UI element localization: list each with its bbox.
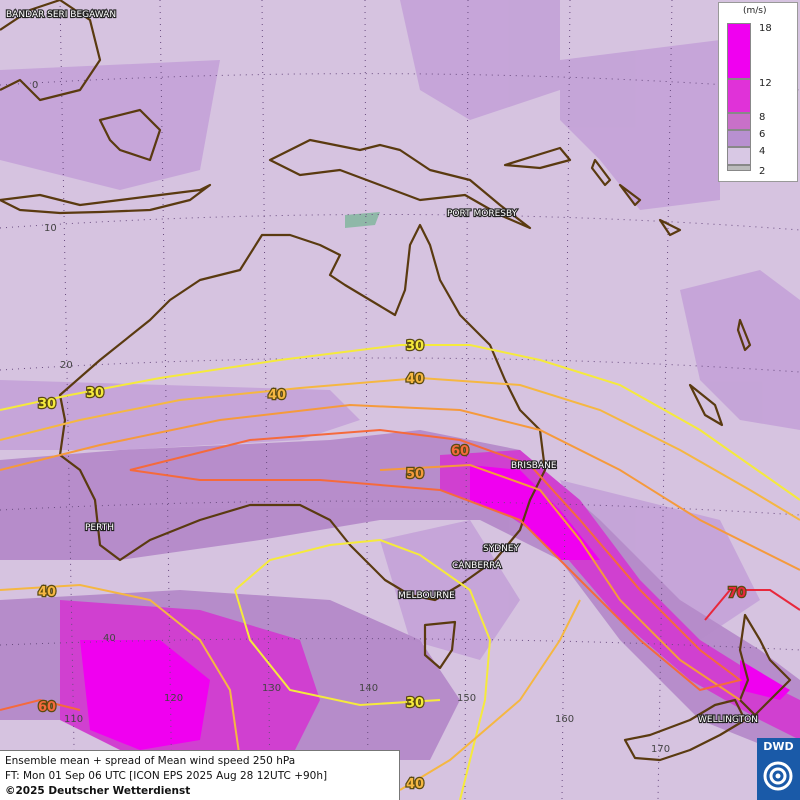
contour-label-30: 30 (406, 696, 424, 711)
lon-label: 120 (164, 693, 183, 704)
new-guinea-coast (268, 138, 532, 230)
lon-label: 110 (64, 714, 83, 725)
contour-label-40: 40 (406, 372, 424, 387)
contour-labels: 30 30 30 30 40 40 40 40 50 60 60 70 (37, 338, 748, 794)
legend-swatch-4-6 (727, 130, 751, 147)
contour-30-south (234, 538, 492, 800)
coastlines (0, 0, 792, 762)
contour-label-30: 30 (38, 397, 56, 412)
legend-unit-label: (m/s) (743, 6, 767, 16)
contour-label-30: 30 (86, 386, 104, 401)
contour-40-north (0, 376, 800, 521)
city-label-melbourne: MELBOURNE (398, 591, 455, 601)
contour-label-60: 60 (38, 700, 56, 715)
legend-swatch-12-18 (727, 23, 751, 79)
legend-tick: 12 (759, 78, 772, 89)
dwd-logo: DWD (757, 738, 800, 800)
contour-label-40: 40 (38, 585, 56, 600)
contour-30-north (0, 344, 800, 501)
legend-tick: 6 (759, 129, 766, 140)
dwd-logo-text: DWD (763, 740, 794, 753)
contour-50 (0, 403, 800, 571)
contour-label-40: 40 (268, 388, 286, 403)
legend-swatch-8-12 (727, 79, 751, 113)
spread-shading-level-18 (80, 465, 790, 750)
city-label-port-moresby: PORT MORESBY (447, 209, 518, 219)
city-label-wellington: WELLINGTON (698, 715, 758, 725)
tasmania-coast (423, 620, 457, 670)
city-label-canberra: CANBERRA (452, 561, 502, 571)
contour-label-50: 50 (406, 467, 424, 482)
shallow-sea-patch (345, 212, 380, 228)
contour-label-60: 60 (451, 444, 469, 459)
lon-label: 170 (651, 744, 670, 755)
contour-40-south-2 (399, 599, 581, 791)
legend-swatch-6-8 (727, 113, 751, 130)
swirl-icon (763, 761, 793, 791)
legend-tick: 18 (759, 23, 772, 34)
city-label-sydney: SYDNEY (483, 544, 520, 554)
contour-label-30: 30 (406, 339, 424, 354)
contour-label-40: 40 (406, 777, 424, 792)
legend-swatch-below-2 (727, 165, 751, 171)
color-legend: (m/s) 18 12 8 6 4 2 (718, 2, 798, 182)
lon-label: 130 (262, 683, 281, 694)
grid-labels: 0 10 20 40 110 120 130 140 150 160 170 (32, 80, 670, 755)
legend-swatch-2-4 (727, 147, 751, 165)
lat-label: 0 (32, 80, 38, 91)
new-zealand-south-coast (623, 698, 747, 762)
australia-coast (58, 223, 547, 602)
contour-60-south (0, 698, 81, 711)
forecast-time: FT: Mon 01 Sep 06 UTC [ICON EPS 2025 Aug… (5, 770, 328, 782)
product-title: Ensemble mean + spread of Mean wind spee… (5, 755, 296, 767)
lon-label: 140 (359, 683, 378, 694)
new-zealand-north-coast (738, 613, 792, 717)
lon-label: 150 (457, 693, 476, 704)
legend-tick: 2 (759, 166, 766, 177)
city-label-perth: PERTH (85, 523, 114, 533)
info-box: Ensemble mean + spread of Mean wind spee… (0, 750, 400, 800)
copyright: ©2025 Deutscher Wetterdienst (5, 785, 191, 797)
borneo-coast (0, 0, 102, 102)
city-label-brisbane: BRISBANE (511, 461, 557, 471)
legend-tick: 8 (759, 112, 766, 123)
contour-label-70: 70 (728, 586, 746, 601)
contour-70 (704, 589, 800, 621)
lat-label: 20 (60, 360, 73, 371)
contour-60-loop (129, 428, 743, 692)
city-label-bandar-seri-begawan: BANDAR SERI BEGAWAN (6, 10, 116, 20)
lat-label: 10 (44, 223, 57, 234)
contour-30-south-west (234, 589, 441, 707)
place-labels: BANDAR SERI BEGAWAN PORT MORESBY BRISBAN… (5, 9, 759, 726)
legend-tick: 4 (759, 146, 766, 157)
lat-label: 40 (103, 633, 116, 644)
lon-label: 160 (555, 714, 574, 725)
